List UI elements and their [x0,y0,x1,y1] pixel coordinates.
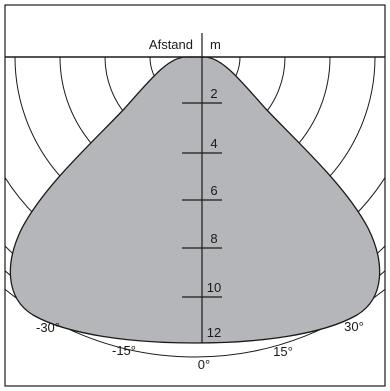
angle-label: 30° [344,319,364,334]
distance-label: Afstand [149,37,193,52]
angle-label: 15° [273,344,293,359]
distance-tick-label: 10 [207,280,221,295]
distance-tick-label: 2 [210,86,217,101]
distance-unit: m [210,37,221,52]
distance-tick-label: 6 [210,183,217,198]
distance-tick-label: 8 [210,231,217,246]
angle-label: 0° [198,357,210,372]
angle-label: -15° [112,343,136,358]
range-arc [5,288,385,358]
angle-label: -30° [36,320,60,335]
distance-tick-label: 12 [207,325,221,340]
distance-tick-label: 4 [210,136,217,151]
distance-ticks [182,102,222,298]
